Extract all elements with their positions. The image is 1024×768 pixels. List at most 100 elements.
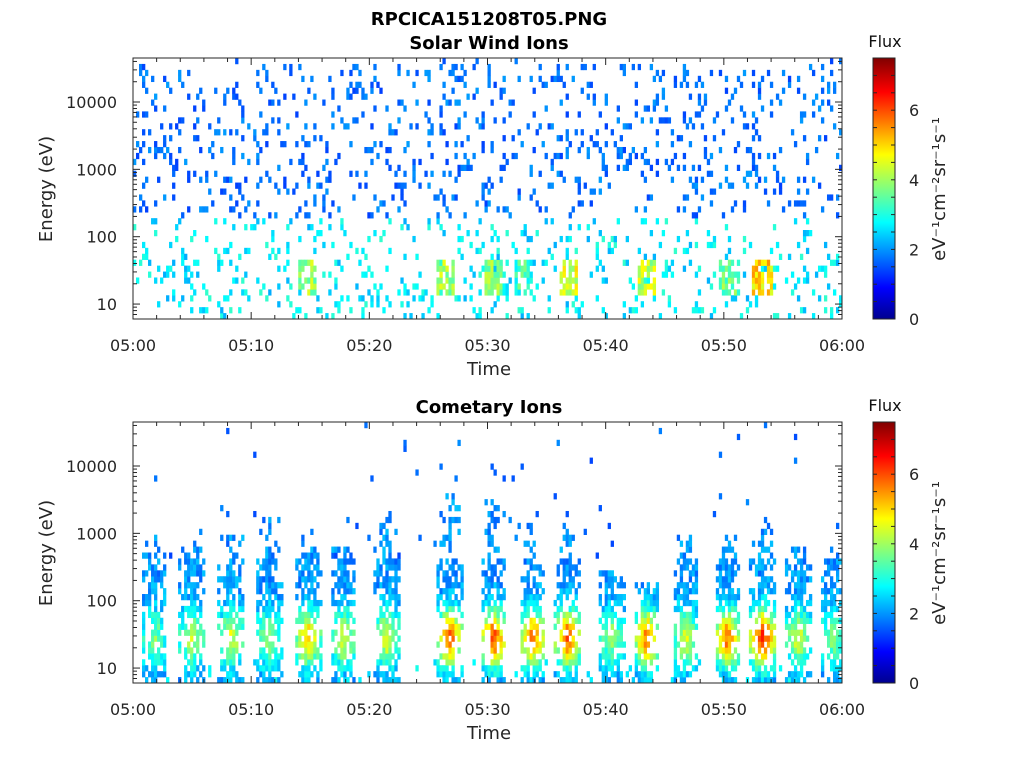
heatmap-cell — [460, 75, 464, 83]
heatmap-cell — [448, 546, 452, 553]
heatmap-cell — [688, 647, 693, 654]
heatmap-cell — [481, 677, 485, 684]
heatmap-cell — [682, 635, 687, 642]
heatmap-cell — [577, 653, 581, 660]
heatmap-cell — [556, 75, 560, 83]
heatmap-cell — [769, 289, 774, 296]
heatmap-cell — [298, 158, 302, 166]
heatmap-cell — [766, 635, 771, 642]
heatmap-cell — [436, 665, 440, 672]
heatmap-cell — [406, 141, 410, 148]
heatmap-cell — [835, 253, 840, 260]
heatmap-cell — [460, 611, 464, 619]
heatmap-cell — [559, 635, 563, 642]
heatmap-cell — [349, 558, 353, 565]
heatmap-cell — [427, 224, 431, 231]
heatmap-cell — [301, 617, 305, 624]
heatmap-cell — [154, 105, 158, 112]
heatmap-cell — [310, 552, 314, 559]
heatmap-cell — [748, 146, 753, 154]
heatmap-cell — [532, 576, 536, 583]
heatmap-cell — [481, 141, 485, 148]
heatmap-cell — [460, 164, 464, 171]
heatmap-cell — [685, 230, 690, 237]
heatmap-cell — [796, 617, 801, 624]
heatmap-cell — [220, 629, 224, 636]
heatmap-cell — [514, 58, 518, 65]
heatmap-cell — [481, 629, 485, 636]
heatmap-cell — [178, 641, 182, 648]
heatmap-cell — [748, 558, 753, 565]
heatmap-cell — [742, 235, 747, 243]
heatmap-cell — [346, 558, 350, 565]
heatmap-cell — [715, 605, 720, 613]
heatmap-cell — [184, 570, 188, 577]
heatmap-cell — [226, 540, 230, 547]
heatmap-cell — [532, 617, 536, 624]
heatmap-cell — [415, 69, 419, 77]
heatmap-cell — [682, 617, 687, 624]
heatmap-cell — [385, 558, 389, 565]
heatmap-cell — [679, 576, 684, 583]
heatmap-cell — [640, 259, 645, 266]
heatmap-cell — [226, 510, 230, 518]
heatmap-cell — [694, 570, 699, 577]
heatmap-cell — [487, 599, 491, 607]
heatmap-cell — [397, 63, 401, 71]
heatmap-cell — [304, 259, 308, 266]
heatmap-cell — [265, 75, 269, 83]
heatmap-cell — [727, 599, 732, 607]
heatmap-cell — [451, 516, 455, 524]
heatmap-cell — [412, 235, 416, 243]
heatmap-cell — [718, 582, 723, 589]
heatmap-cell — [454, 505, 458, 512]
heatmap-cell — [451, 605, 455, 613]
heatmap-cell — [394, 677, 398, 684]
heatmap-cell — [694, 564, 699, 571]
heatmap-cell — [808, 617, 813, 624]
heatmap-cell — [154, 475, 158, 482]
heatmap-cell — [454, 582, 458, 589]
heatmap-cell — [385, 540, 389, 547]
heatmap-cell — [349, 588, 353, 595]
heatmap-cell — [244, 271, 248, 278]
heatmap-cell — [307, 564, 311, 571]
heatmap-cell — [439, 540, 443, 547]
heatmap-cell — [526, 265, 530, 272]
heatmap-cell — [562, 635, 566, 642]
heatmap-cell — [313, 576, 317, 583]
heatmap-cell — [445, 659, 449, 666]
heatmap-cell — [430, 129, 434, 136]
heatmap-cell — [436, 599, 440, 607]
heatmap-cell — [541, 629, 545, 636]
heatmap-cell — [349, 671, 353, 678]
heatmap-cell — [577, 611, 581, 619]
heatmap-cell — [217, 611, 221, 619]
heatmap-cell — [388, 588, 392, 595]
heatmap-cell — [271, 558, 275, 565]
heatmap-cell — [799, 253, 804, 260]
heatmap-cell — [445, 99, 449, 106]
heatmap-cell — [535, 659, 539, 666]
heatmap-cell — [382, 594, 386, 601]
heatmap-cell — [835, 635, 840, 642]
heatmap-cell — [496, 588, 500, 595]
heatmap-cell — [394, 611, 398, 619]
heatmap-cell — [337, 659, 341, 666]
heatmap-cell — [562, 522, 566, 530]
heatmap-cell — [565, 623, 569, 630]
heatmap-cell — [538, 665, 542, 672]
heatmap-cell — [718, 259, 723, 266]
heatmap-cell — [808, 63, 813, 71]
heatmap-cell — [226, 295, 230, 302]
heatmap-cell — [760, 641, 765, 648]
heatmap-cell — [394, 570, 398, 577]
heatmap-cell — [757, 552, 762, 559]
heatmap-cell — [139, 194, 143, 201]
heatmap-cell — [526, 522, 530, 530]
heatmap-cell — [460, 588, 464, 595]
heatmap-cell — [493, 283, 497, 290]
heatmap-cell — [412, 81, 416, 88]
heatmap-cell — [136, 152, 140, 160]
heatmap-cell — [445, 635, 449, 642]
